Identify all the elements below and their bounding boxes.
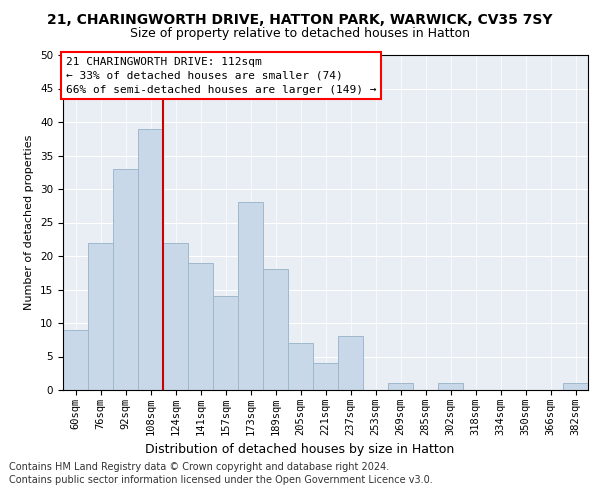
Bar	[313, 363, 338, 390]
Bar	[113, 169, 138, 390]
Bar	[163, 242, 188, 390]
Y-axis label: Number of detached properties: Number of detached properties	[25, 135, 34, 310]
Bar	[388, 384, 413, 390]
Text: Contains HM Land Registry data © Crown copyright and database right 2024.: Contains HM Land Registry data © Crown c…	[9, 462, 389, 472]
Bar	[188, 262, 213, 390]
Bar	[238, 202, 263, 390]
Text: 21 CHARINGWORTH DRIVE: 112sqm
← 33% of detached houses are smaller (74)
66% of s: 21 CHARINGWORTH DRIVE: 112sqm ← 33% of d…	[65, 56, 376, 94]
Bar	[138, 128, 163, 390]
Text: 21, CHARINGWORTH DRIVE, HATTON PARK, WARWICK, CV35 7SY: 21, CHARINGWORTH DRIVE, HATTON PARK, WAR…	[47, 12, 553, 26]
Text: Size of property relative to detached houses in Hatton: Size of property relative to detached ho…	[130, 28, 470, 40]
Text: Distribution of detached houses by size in Hatton: Distribution of detached houses by size …	[145, 442, 455, 456]
Bar	[88, 242, 113, 390]
Text: Contains public sector information licensed under the Open Government Licence v3: Contains public sector information licen…	[9, 475, 433, 485]
Bar	[438, 384, 463, 390]
Bar	[63, 330, 88, 390]
Bar	[213, 296, 238, 390]
Bar	[563, 384, 588, 390]
Bar	[288, 343, 313, 390]
Bar	[338, 336, 363, 390]
Bar	[263, 270, 288, 390]
